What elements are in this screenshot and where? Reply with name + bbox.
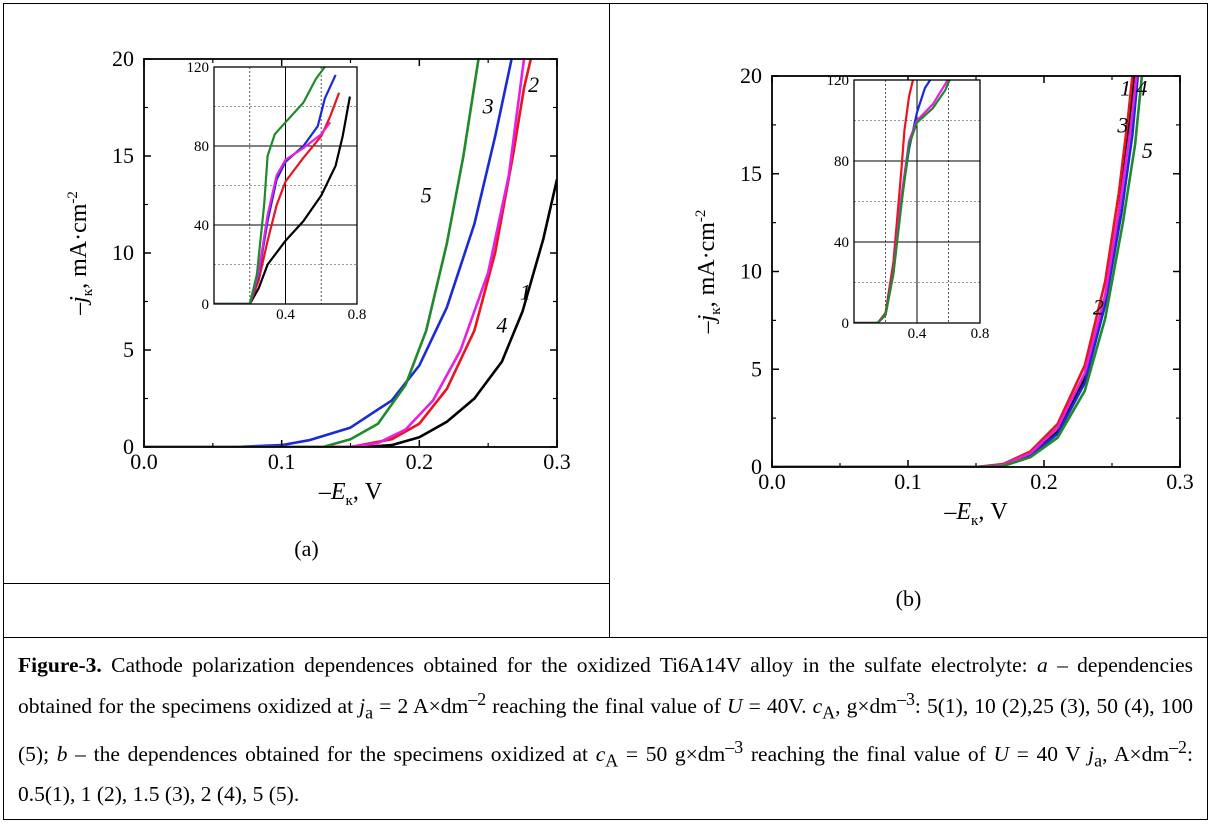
inset-frame [853, 79, 981, 324]
x-tick-label: 0.3 [543, 449, 571, 474]
caption-text: Cathode polarization dependences obtaine… [18, 653, 1193, 806]
y-tick-label: 20 [740, 63, 762, 88]
figure-caption: Figure-3. Cathode polarization dependenc… [3, 637, 1208, 820]
curve-label-3: 3 [482, 93, 494, 118]
subfig-b-label: (b) [895, 586, 922, 611]
figure-table: 0.0 0.1 0.2 0.3 0 5 10 15 20 –Eк, V –jк, mA·cm-2 1 2… [3, 3, 1208, 820]
inset-y-tick-label: 40 [834, 235, 849, 251]
inset-x-tick-label: 0.4 [276, 307, 295, 323]
inset-y-tick-label: 80 [834, 154, 849, 170]
curve-label-5: 5 [1142, 138, 1153, 163]
x-tick-label: 0.1 [894, 469, 922, 494]
x-tick-label: 0.2 [1030, 469, 1058, 494]
panel-a-cell: 0.0 0.1 0.2 0.3 0 5 10 15 20 –Eк, V –jк, mA·cm-2 1 2… [3, 3, 610, 584]
inset-frame [213, 66, 358, 305]
inset-series-group [854, 80, 951, 323]
curve-label-3: 3 [1116, 113, 1128, 138]
panel-b-cell: 0.0 0.1 0.2 0.3 0 5 10 15 20 –Eк, V –jк, mA·cm-2 1 2… [609, 3, 1208, 638]
y-tick-label: 0 [123, 434, 134, 459]
curve-label-2: 2 [528, 72, 539, 97]
y-tick-label: 0 [751, 454, 762, 479]
inset-x-tick-label: 0.8 [348, 307, 367, 323]
y-tick-label: 10 [112, 240, 134, 265]
y-axis-label: –jк, mA·cm-2 [693, 210, 724, 335]
inset-series-line-4 [854, 80, 951, 323]
x-tick-label: 0.0 [130, 449, 158, 474]
inset-y-tick-label: 40 [194, 218, 209, 234]
curve-label-1: 1 [520, 280, 531, 305]
caption-fig-label: Figure-3. [18, 653, 102, 677]
inset-series-group [214, 67, 351, 304]
series-line-1 [144, 179, 557, 447]
x-tick-label: 0.0 [758, 469, 786, 494]
inset-y-tick-label: 120 [827, 73, 850, 89]
y-tick-label: 15 [112, 143, 134, 168]
curve-label-2: 2 [1093, 295, 1104, 320]
series-group [144, 58, 557, 447]
y-tick-label: 5 [123, 337, 134, 362]
x-axis-label: –Eк, V [943, 499, 1008, 529]
inset-series-line-5 [214, 67, 326, 304]
curve-label-4: 4 [1136, 76, 1147, 101]
y-tick-label: 5 [751, 356, 762, 381]
y-tick-label: 20 [112, 46, 134, 71]
x-tick-label: 0.1 [268, 449, 296, 474]
series-line-4 [144, 58, 526, 447]
figure-frame: 0.0 0.1 0.2 0.3 0 5 10 15 20 –Eк, V –jк, mA·cm-2 1 2… [3, 3, 1208, 836]
y-tick-label: 15 [740, 161, 762, 186]
series-line-5 [144, 58, 480, 447]
curve-label-1: 1 [1120, 76, 1131, 101]
inset-y-tick-label: 0 [842, 316, 850, 332]
empty-cell [3, 583, 610, 638]
x-axis-label: –Eк, V [318, 479, 383, 509]
x-tick-label: 0.3 [1166, 469, 1194, 494]
inset-y-tick-label: 120 [187, 60, 210, 76]
inset-y-tick-label: 80 [194, 139, 209, 155]
inset-x-tick-label: 0.8 [971, 326, 990, 342]
inset-y-tick-label: 0 [202, 297, 210, 313]
curve-label-4: 4 [496, 313, 507, 338]
subfig-a-label: (a) [294, 536, 319, 561]
x-tick-label: 0.2 [406, 449, 434, 474]
inset-x-tick-label: 0.4 [908, 326, 927, 342]
y-tick-label: 10 [740, 259, 762, 284]
y-axis-label: –jк, mA·cm-2 [65, 191, 96, 316]
curve-label-5: 5 [421, 183, 432, 208]
inset-series-line-1 [214, 96, 351, 304]
